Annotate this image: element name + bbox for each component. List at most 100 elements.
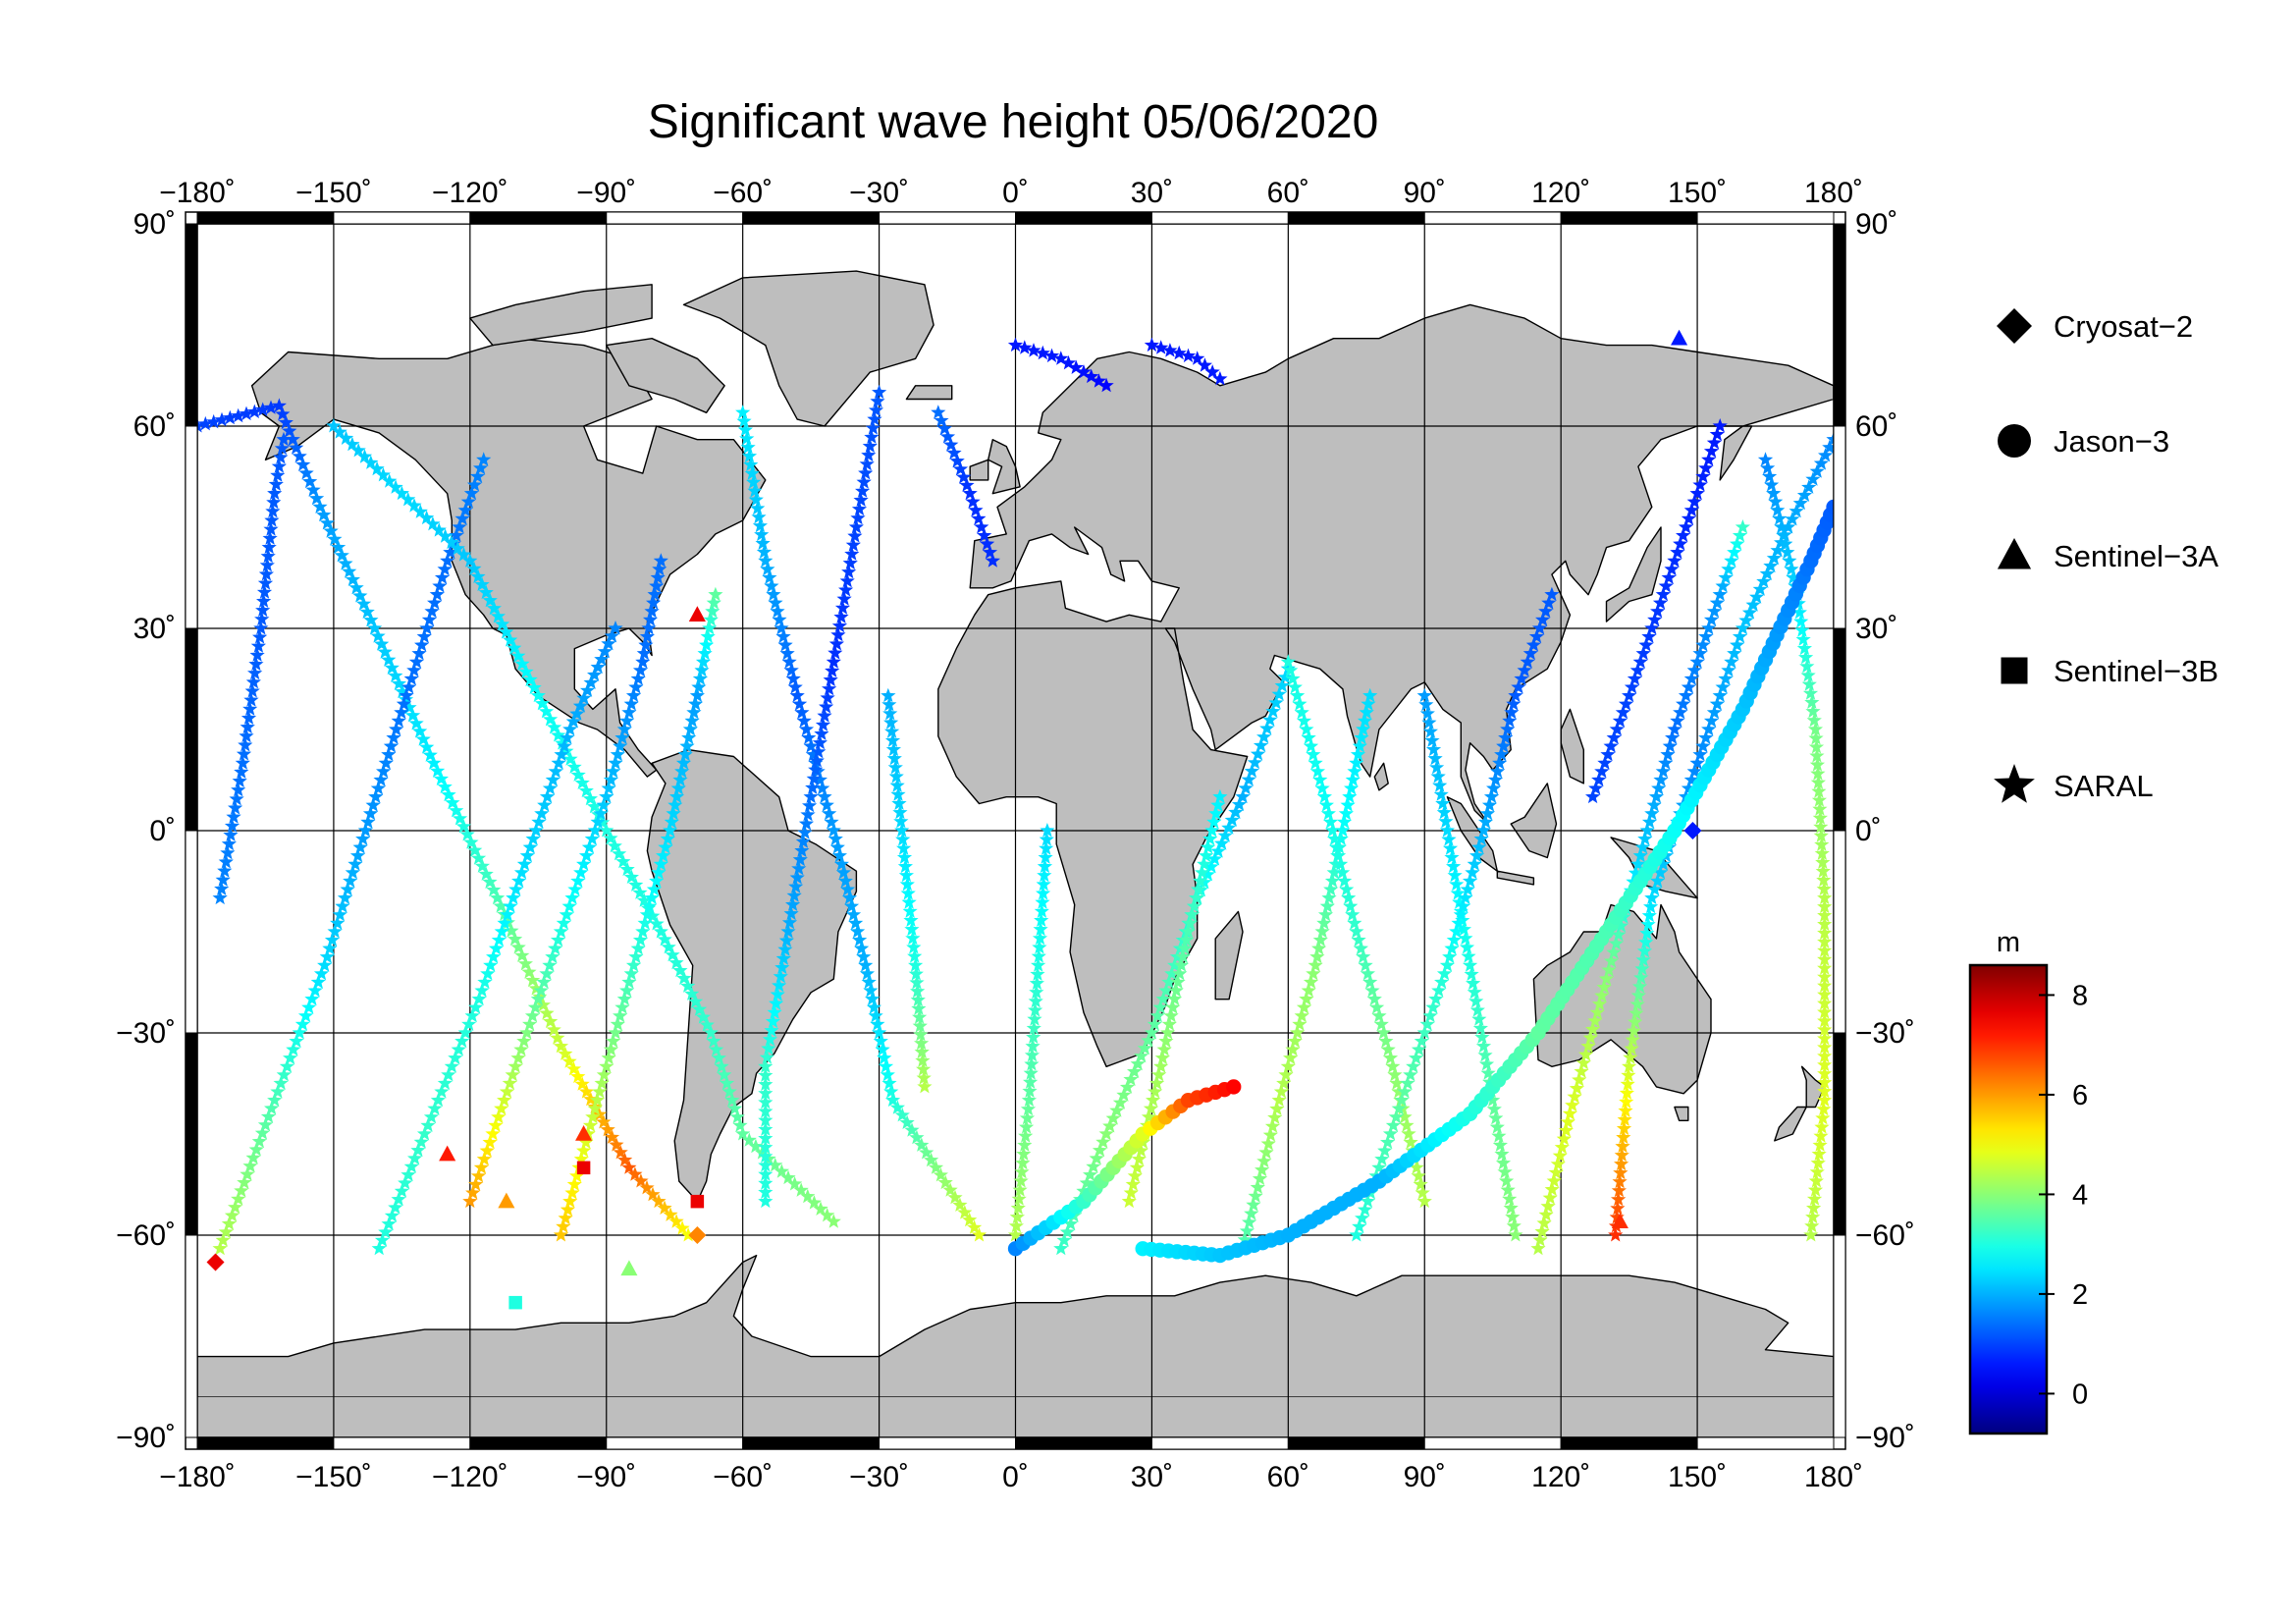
track-point	[1772, 511, 1788, 525]
track-point	[690, 1194, 705, 1209]
track-point	[758, 1085, 774, 1101]
track-point	[1808, 739, 1825, 754]
track-point	[582, 790, 598, 806]
track-point	[1340, 797, 1356, 812]
track-point	[1253, 737, 1269, 752]
track-point	[355, 831, 371, 846]
track-point	[1809, 1163, 1825, 1179]
track-point	[974, 519, 989, 534]
track-point	[612, 845, 627, 861]
track-point	[1345, 906, 1361, 922]
track-point	[570, 873, 586, 888]
track-point	[636, 645, 652, 661]
track-point	[536, 974, 552, 989]
track-point	[573, 1151, 589, 1166]
track-point	[785, 896, 801, 911]
track-point	[279, 1058, 295, 1073]
track-point	[959, 477, 975, 492]
track-point	[490, 608, 506, 623]
track-point	[1491, 1128, 1507, 1143]
track-point	[838, 582, 854, 597]
track-point	[1464, 966, 1479, 981]
track-point	[583, 1091, 599, 1107]
track-point	[908, 957, 924, 972]
track-point	[1678, 519, 1694, 534]
track-point	[1676, 527, 1691, 543]
track-point	[1601, 962, 1617, 977]
track-point	[1525, 637, 1541, 652]
track-point	[1382, 1050, 1399, 1065]
track-point	[608, 755, 623, 770]
track-point	[558, 1210, 573, 1225]
track-point	[1796, 487, 1813, 502]
track-point	[1460, 882, 1475, 896]
track-point	[1387, 1066, 1403, 1082]
track-point	[615, 853, 631, 869]
track-point	[1311, 941, 1327, 955]
track-point	[607, 838, 622, 853]
track-point	[1162, 343, 1178, 357]
track-point	[1489, 1119, 1505, 1134]
track-point	[491, 1109, 507, 1124]
track-point	[1429, 759, 1445, 775]
track-point	[632, 932, 649, 947]
track-point	[1034, 912, 1049, 927]
track-point	[254, 611, 270, 626]
track-point	[342, 564, 357, 578]
track-point	[542, 711, 559, 727]
track-point	[1235, 788, 1251, 804]
lon-tick-label-top: −30˚	[849, 177, 909, 209]
track-point	[562, 1193, 578, 1209]
legend-star-icon	[1994, 764, 2035, 803]
track-point	[1572, 1072, 1587, 1087]
colorbar-tick-label: 4	[2072, 1179, 2088, 1211]
track-point	[1056, 1232, 1072, 1247]
track-point	[459, 827, 475, 841]
track-point	[1028, 1002, 1043, 1017]
track-point	[401, 679, 417, 694]
track-point	[396, 696, 411, 711]
track-point	[1585, 1021, 1601, 1036]
track-point	[1477, 814, 1494, 829]
track-point	[1274, 677, 1290, 693]
track-point	[263, 521, 279, 536]
track-point	[706, 595, 721, 610]
track-point	[430, 763, 446, 778]
track-point	[912, 1009, 928, 1024]
track-point	[429, 586, 445, 602]
track-point	[1156, 1042, 1172, 1056]
track-point	[1403, 1066, 1418, 1082]
track-point	[493, 898, 508, 913]
track-point	[1652, 864, 1669, 880]
track-point	[363, 455, 379, 469]
land-sri-lanka	[1373, 762, 1389, 791]
track-point	[1612, 1173, 1628, 1189]
track-point	[1164, 965, 1180, 981]
track-point	[706, 1033, 721, 1049]
track-point	[1374, 1151, 1390, 1166]
track-point	[1024, 1056, 1040, 1071]
track-point	[732, 1117, 748, 1132]
track-point	[841, 890, 858, 905]
track-point	[1452, 894, 1468, 909]
track-point	[1385, 1058, 1401, 1073]
track-point	[1294, 704, 1309, 720]
track-point	[295, 457, 311, 471]
track-point	[910, 992, 926, 1007]
track-point	[737, 422, 753, 437]
track-point	[702, 621, 718, 635]
track-point	[1343, 898, 1359, 913]
track-point	[628, 877, 644, 892]
track-point	[343, 873, 358, 888]
track-point	[770, 603, 785, 619]
track-point	[262, 530, 278, 545]
track-point	[519, 847, 535, 863]
track-point	[1810, 1155, 1826, 1170]
track-point	[1171, 345, 1187, 360]
track-point	[1043, 348, 1060, 363]
track-point	[1444, 941, 1460, 955]
track-point	[1335, 864, 1351, 880]
track-point	[806, 1195, 822, 1210]
track-point	[848, 915, 864, 930]
track-point	[985, 553, 1000, 568]
